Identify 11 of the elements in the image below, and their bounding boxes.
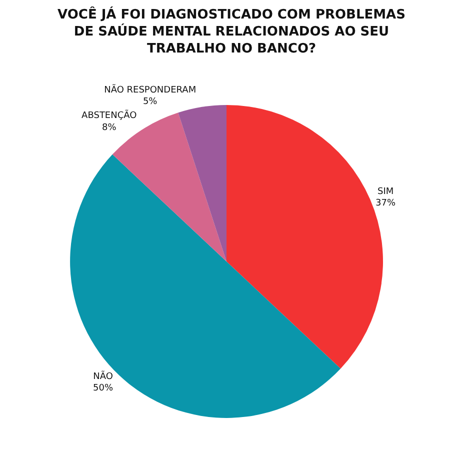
slice-label: SIM xyxy=(377,186,394,197)
data-label: 50% xyxy=(92,384,114,394)
slice-label: NÃO xyxy=(93,370,113,382)
data-label: 5% xyxy=(142,97,158,108)
data-label: 8% xyxy=(102,122,117,133)
slice-label: ABSTENÇÃO xyxy=(82,109,137,122)
pie-slice xyxy=(178,105,226,262)
slice-label: NÃO RESPONDERAM xyxy=(104,84,196,96)
pie-slice xyxy=(70,154,341,418)
chart-title: VOCÊ JÁ FOI DIAGNOSTICADO COM PROBLEMAS DE SAÚDE MENTAL RELACIONADOS AO SEU TRABALHO NO BANCO? xyxy=(58,6,406,56)
data-label: 37% xyxy=(376,198,396,208)
